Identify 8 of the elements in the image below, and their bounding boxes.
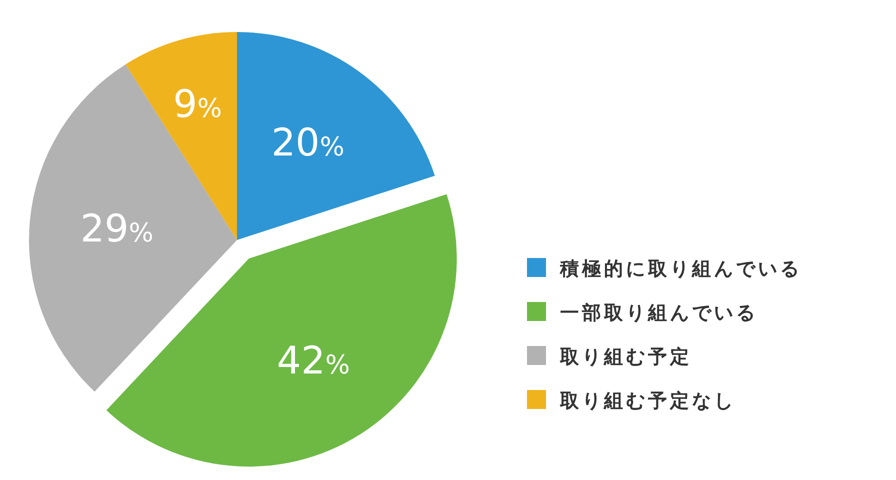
legend-label: 積極的に取り組んでいる <box>559 258 802 280</box>
data-label: 20% <box>271 120 344 164</box>
data-label: 42% <box>276 338 350 382</box>
data-label: 9% <box>173 82 222 126</box>
legend-label: 一部取り組んでいる <box>560 302 758 324</box>
legend-label: 取り組む予定なし <box>559 390 736 412</box>
legend-label: 取り組む予定 <box>559 346 692 368</box>
data-label: 29% <box>80 206 154 251</box>
